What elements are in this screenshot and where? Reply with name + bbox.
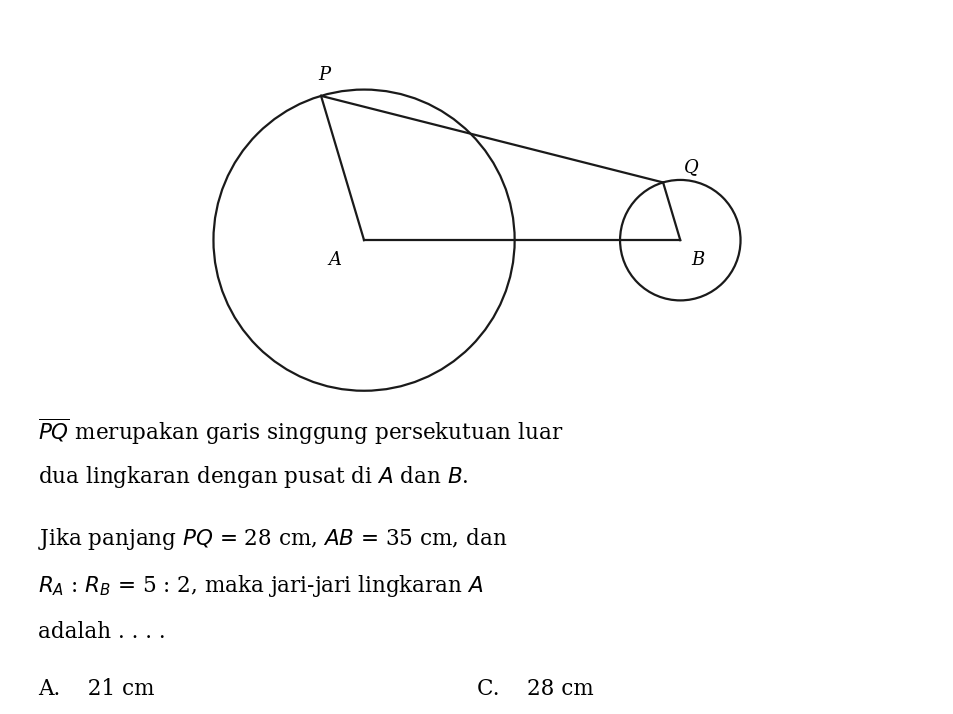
Text: A.    21 cm: A. 21 cm: [38, 678, 154, 700]
Text: Q: Q: [683, 159, 699, 176]
Text: $R_A$ : $R_B$ = 5 : 2, maka jari-jari lingkaran $A$: $R_A$ : $R_B$ = 5 : 2, maka jari-jari li…: [38, 573, 483, 599]
Text: $\overline{PQ}$ merupakan garis singgung persekutuan luar: $\overline{PQ}$ merupakan garis singgung…: [38, 416, 563, 446]
Text: B: B: [690, 251, 703, 268]
Text: dua lingkaran dengan pusat di $A$ dan $B$.: dua lingkaran dengan pusat di $A$ dan $B…: [38, 464, 468, 490]
Text: adalah . . . .: adalah . . . .: [38, 620, 166, 643]
Text: C.    28 cm: C. 28 cm: [476, 678, 593, 700]
Text: P: P: [317, 66, 330, 84]
Text: Jika panjang $PQ$ = 28 cm, $AB$ = 35 cm, dan: Jika panjang $PQ$ = 28 cm, $AB$ = 35 cm,…: [38, 526, 507, 552]
Text: A: A: [328, 251, 341, 268]
